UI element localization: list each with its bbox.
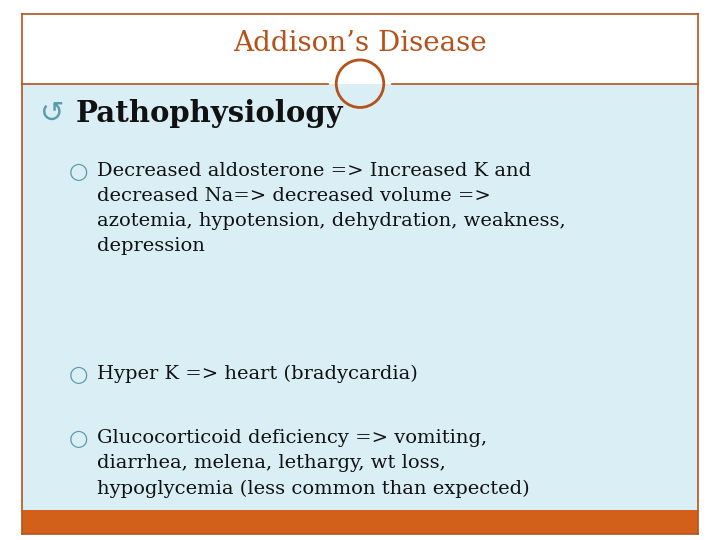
FancyBboxPatch shape	[22, 510, 698, 534]
Text: ○: ○	[68, 364, 88, 384]
Text: Pathophysiology: Pathophysiology	[76, 99, 343, 128]
Text: Addison’s Disease: Addison’s Disease	[233, 30, 487, 57]
Text: ○: ○	[68, 162, 88, 182]
Text: ○: ○	[68, 429, 88, 449]
Text: ↺: ↺	[40, 99, 64, 127]
FancyBboxPatch shape	[22, 14, 698, 84]
Text: Hyper K => heart (bradycardia): Hyper K => heart (bradycardia)	[97, 364, 418, 383]
FancyBboxPatch shape	[22, 84, 698, 510]
Text: Decreased aldosterone => Increased K and
decreased Na=> decreased volume =>
azot: Decreased aldosterone => Increased K and…	[97, 162, 566, 255]
Text: Glucocorticoid deficiency => vomiting,
diarrhea, melena, lethargy, wt loss,
hypo: Glucocorticoid deficiency => vomiting, d…	[97, 429, 530, 498]
